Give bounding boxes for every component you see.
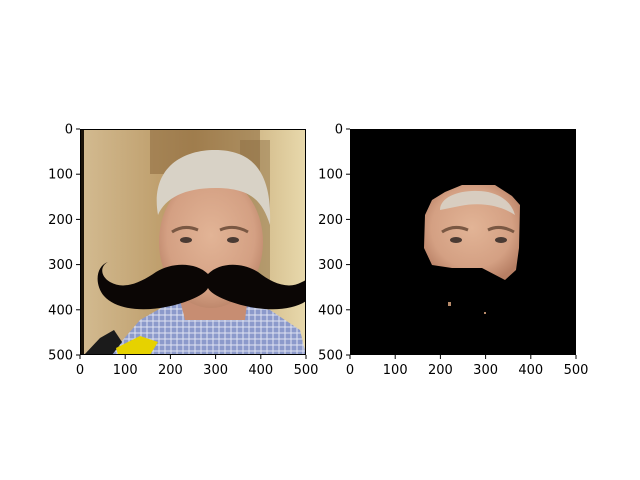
right-ytick-label: 400 [318, 303, 343, 318]
right-xtick-label: 300 [473, 363, 498, 378]
right-ytick-label: 100 [318, 168, 343, 183]
left-ytick-label: 0 [65, 123, 73, 138]
right-image-panel [350, 129, 576, 355]
left-xtick-label: 300 [203, 363, 228, 378]
right-xtick-label: 500 [564, 363, 589, 378]
left-axes-frame [80, 129, 306, 355]
right-ytick-label: 200 [318, 213, 343, 228]
left-ytick-label: 400 [48, 303, 73, 318]
hair [156, 150, 271, 225]
left-xtick-label: 400 [248, 363, 273, 378]
left-ytick-label: 300 [48, 258, 73, 273]
right-axes-frame [350, 129, 576, 355]
left-ytick-label: 500 [48, 349, 73, 364]
left-image [80, 129, 306, 355]
left-xtick-label: 500 [294, 363, 319, 378]
left-xtick-label: 0 [76, 363, 84, 378]
face-mask [424, 185, 520, 280]
right-ytick-label: 500 [318, 349, 343, 364]
right-xtick-label: 200 [428, 363, 453, 378]
left-xtick-label: 200 [158, 363, 183, 378]
right-xtick-label: 0 [346, 363, 354, 378]
right-xtick-label: 100 [383, 363, 408, 378]
shirt [110, 300, 306, 355]
right-ytick-label: 300 [318, 258, 343, 273]
yellow-microphone [116, 336, 158, 355]
right-xtick-label: 400 [518, 363, 543, 378]
left-xtick-label: 100 [113, 363, 138, 378]
left-ytick-label: 200 [48, 213, 73, 228]
right-image [350, 129, 576, 355]
mustache [97, 262, 306, 310]
left-ytick-label: 100 [48, 168, 73, 183]
microphone [84, 330, 122, 355]
right-ytick-label: 0 [335, 123, 343, 138]
left-image-panel [80, 129, 306, 355]
